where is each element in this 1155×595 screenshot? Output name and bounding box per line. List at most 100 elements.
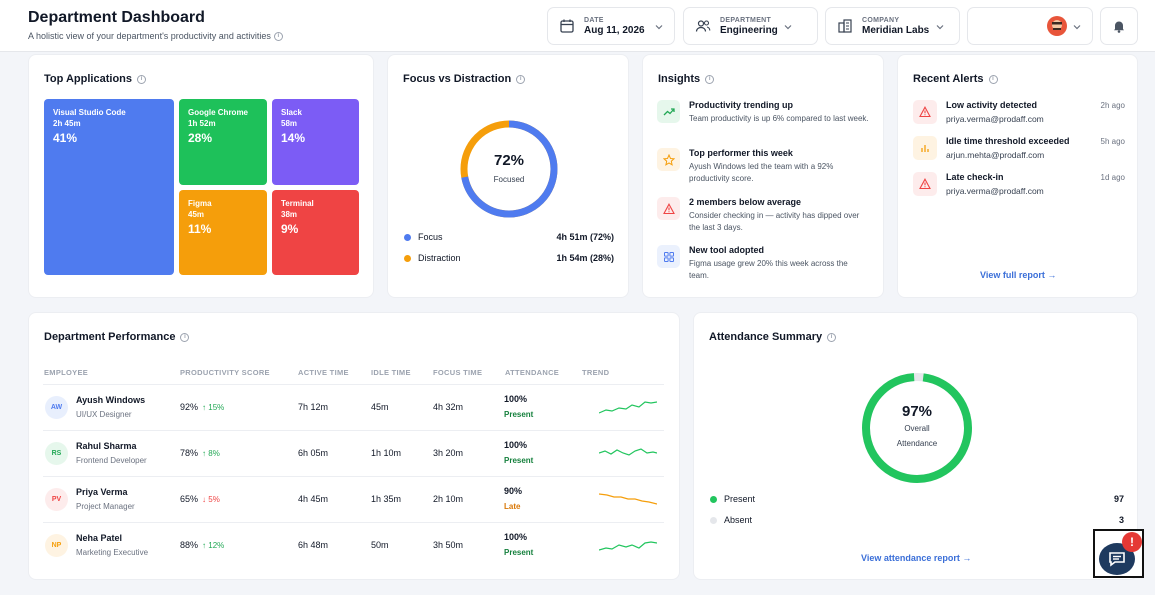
chevron-down-icon bbox=[936, 25, 944, 30]
insight-item[interactable]: Productivity trending up Team productivi… bbox=[657, 100, 872, 140]
table-row[interactable]: AW Ayush Windows UI/UX Designer 92% ↑ 15%… bbox=[43, 384, 664, 430]
alert-title: Late check-in bbox=[946, 172, 1004, 182]
card-title: Attendance Summary i bbox=[709, 331, 837, 343]
department-performance-card: Department Performance i EMPLOYEE PRODUC… bbox=[28, 312, 680, 580]
attendance-title: Attendance Summary bbox=[709, 331, 823, 343]
legend-focus: Focus 4h 51m (72%) bbox=[404, 232, 614, 242]
page-subtitle-text: A holistic view of your department's pro… bbox=[28, 31, 271, 41]
chat-widget-button[interactable]: ! bbox=[1093, 529, 1144, 578]
alert-item[interactable]: Late check-in priya.verma@prodaff.com 1d… bbox=[913, 172, 1125, 202]
app-name: Google Chrome bbox=[188, 108, 249, 117]
legend-label: Distraction bbox=[418, 253, 461, 263]
legend-present: Present 97 bbox=[710, 494, 1124, 504]
chevron-down-icon bbox=[784, 25, 792, 30]
table-row[interactable]: NP Neha Patel Marketing Executive 88% ↑ 1… bbox=[43, 522, 664, 568]
attendance-status: Present bbox=[504, 410, 534, 419]
page-title: Department Dashboard bbox=[28, 9, 205, 26]
insight-item[interactable]: New tool adopted Figma usage grew 20% th… bbox=[657, 245, 872, 285]
alert-item[interactable]: Low activity detected priya.verma@prodaf… bbox=[913, 100, 1125, 130]
info-icon[interactable]: i bbox=[827, 332, 837, 342]
date-label: DATE bbox=[584, 16, 604, 24]
insight-title: 2 members below average bbox=[689, 197, 802, 207]
app-tile-vscode[interactable]: Visual Studio Code 2h 45m 41% bbox=[44, 99, 174, 275]
notification-badge: ! bbox=[1122, 532, 1142, 552]
company-label: COMPANY bbox=[862, 16, 900, 24]
card-title: Insights i bbox=[658, 73, 715, 85]
column-header-focus: FOCUS TIME bbox=[433, 368, 483, 377]
app-percent: 14% bbox=[281, 131, 306, 145]
info-icon[interactable]: i bbox=[137, 74, 146, 84]
table-row[interactable]: PV Priya Verma Project Manager 65% ↓ 5% 4… bbox=[43, 476, 664, 522]
attendance-value: 100% bbox=[504, 394, 528, 404]
table-row[interactable]: RS Rahul Sharma Frontend Developer 78% ↑ … bbox=[43, 430, 664, 476]
insight-item[interactable]: 2 members below average Consider checkin… bbox=[657, 197, 872, 237]
date-value: Aug 11, 2026 bbox=[584, 24, 645, 36]
legend-label: Absent bbox=[724, 515, 753, 525]
focus-distraction-card: Focus vs Distraction i 72% Focused Focus… bbox=[387, 54, 629, 298]
card-title: Recent Alerts i bbox=[913, 73, 998, 85]
avatar bbox=[1047, 16, 1067, 36]
view-attendance-report-link[interactable]: View attendance report → bbox=[861, 553, 972, 563]
alert-item[interactable]: Idle time threshold exceeded arjun.mehta… bbox=[913, 136, 1125, 166]
info-icon[interactable]: i bbox=[705, 74, 715, 84]
company-selector[interactable]: COMPANY Meridian Labs bbox=[825, 7, 960, 45]
app-name: Terminal bbox=[281, 199, 314, 208]
column-header-active: ACTIVE TIME bbox=[298, 368, 349, 377]
score-value: 92% bbox=[180, 402, 199, 412]
focus-time: 3h 50m bbox=[433, 540, 464, 550]
app-name: Figma bbox=[188, 199, 212, 208]
warning-icon bbox=[913, 100, 937, 124]
insights-title: Insights bbox=[658, 73, 701, 85]
app-tile-figma[interactable]: Figma 45m 11% bbox=[179, 190, 267, 275]
date-selector[interactable]: DATE Aug 11, 2026 bbox=[547, 7, 675, 45]
department-selector[interactable]: DEPARTMENT Engineering bbox=[683, 7, 818, 45]
trend-sparkline bbox=[599, 401, 657, 414]
focus-time: 2h 10m bbox=[433, 494, 464, 504]
score-delta: ↑ 8% bbox=[202, 449, 220, 458]
column-header-score: PRODUCTIVITY SCORE bbox=[180, 368, 270, 377]
active-time: 6h 48m bbox=[298, 540, 329, 550]
app-tile-slack[interactable]: Slack 58m 14% bbox=[272, 99, 359, 185]
avatar: PV bbox=[45, 488, 68, 511]
alert-time: 2h ago bbox=[1100, 101, 1125, 110]
insight-title: New tool adopted bbox=[689, 245, 764, 255]
active-time: 7h 12m bbox=[298, 402, 329, 412]
chevron-down-icon bbox=[1073, 25, 1081, 30]
notifications-button[interactable] bbox=[1100, 7, 1138, 45]
info-icon[interactable]: i bbox=[988, 74, 998, 84]
legend-absent: Absent 3 bbox=[710, 515, 1124, 525]
alert-title: Low activity detected bbox=[946, 100, 1038, 110]
attendance-summary-card: Attendance Summary i 97% Overall Attenda… bbox=[693, 312, 1138, 580]
alerts-title: Recent Alerts bbox=[913, 73, 984, 85]
employee-role: Frontend Developer bbox=[76, 456, 147, 465]
info-icon[interactable]: i bbox=[180, 332, 190, 342]
info-icon[interactable]: i bbox=[516, 74, 526, 84]
insight-item[interactable]: Top performer this week Ayush Windows le… bbox=[657, 148, 872, 188]
chevron-down-icon bbox=[655, 25, 663, 30]
view-full-report-link[interactable]: View full report → bbox=[980, 270, 1057, 280]
calendar-icon bbox=[560, 19, 574, 33]
avatar: NP bbox=[45, 534, 68, 557]
legend-value: 3 bbox=[1118, 515, 1124, 525]
app-tile-chrome[interactable]: Google Chrome 1h 52m 28% bbox=[179, 99, 267, 185]
active-time: 4h 45m bbox=[298, 494, 329, 504]
insights-card: Insights i Productivity trending up Team… bbox=[642, 54, 884, 298]
focus-center-label: Focused bbox=[493, 175, 525, 184]
legend-value: 1h 54m (28%) bbox=[556, 253, 614, 263]
card-title: Department Performance i bbox=[44, 331, 190, 343]
info-icon[interactable]: i bbox=[273, 31, 283, 41]
legend-dot bbox=[710, 495, 717, 503]
legend-distraction: Distraction 1h 54m (28%) bbox=[404, 253, 614, 263]
legend-label: Focus bbox=[418, 232, 443, 242]
card-title: Focus vs Distraction i bbox=[403, 73, 526, 85]
employee-role: Project Manager bbox=[76, 502, 135, 511]
app-time: 2h 45m bbox=[53, 119, 81, 128]
attendance-value: 100% bbox=[504, 532, 528, 542]
company-value: Meridian Labs bbox=[862, 24, 930, 36]
user-menu[interactable] bbox=[967, 7, 1093, 45]
trend-sparkline bbox=[599, 493, 657, 505]
app-tile-terminal[interactable]: Terminal 38m 9% bbox=[272, 190, 359, 275]
idle-time: 1h 10m bbox=[371, 448, 402, 458]
active-time: 6h 05m bbox=[298, 448, 329, 458]
avatar: AW bbox=[45, 396, 68, 419]
